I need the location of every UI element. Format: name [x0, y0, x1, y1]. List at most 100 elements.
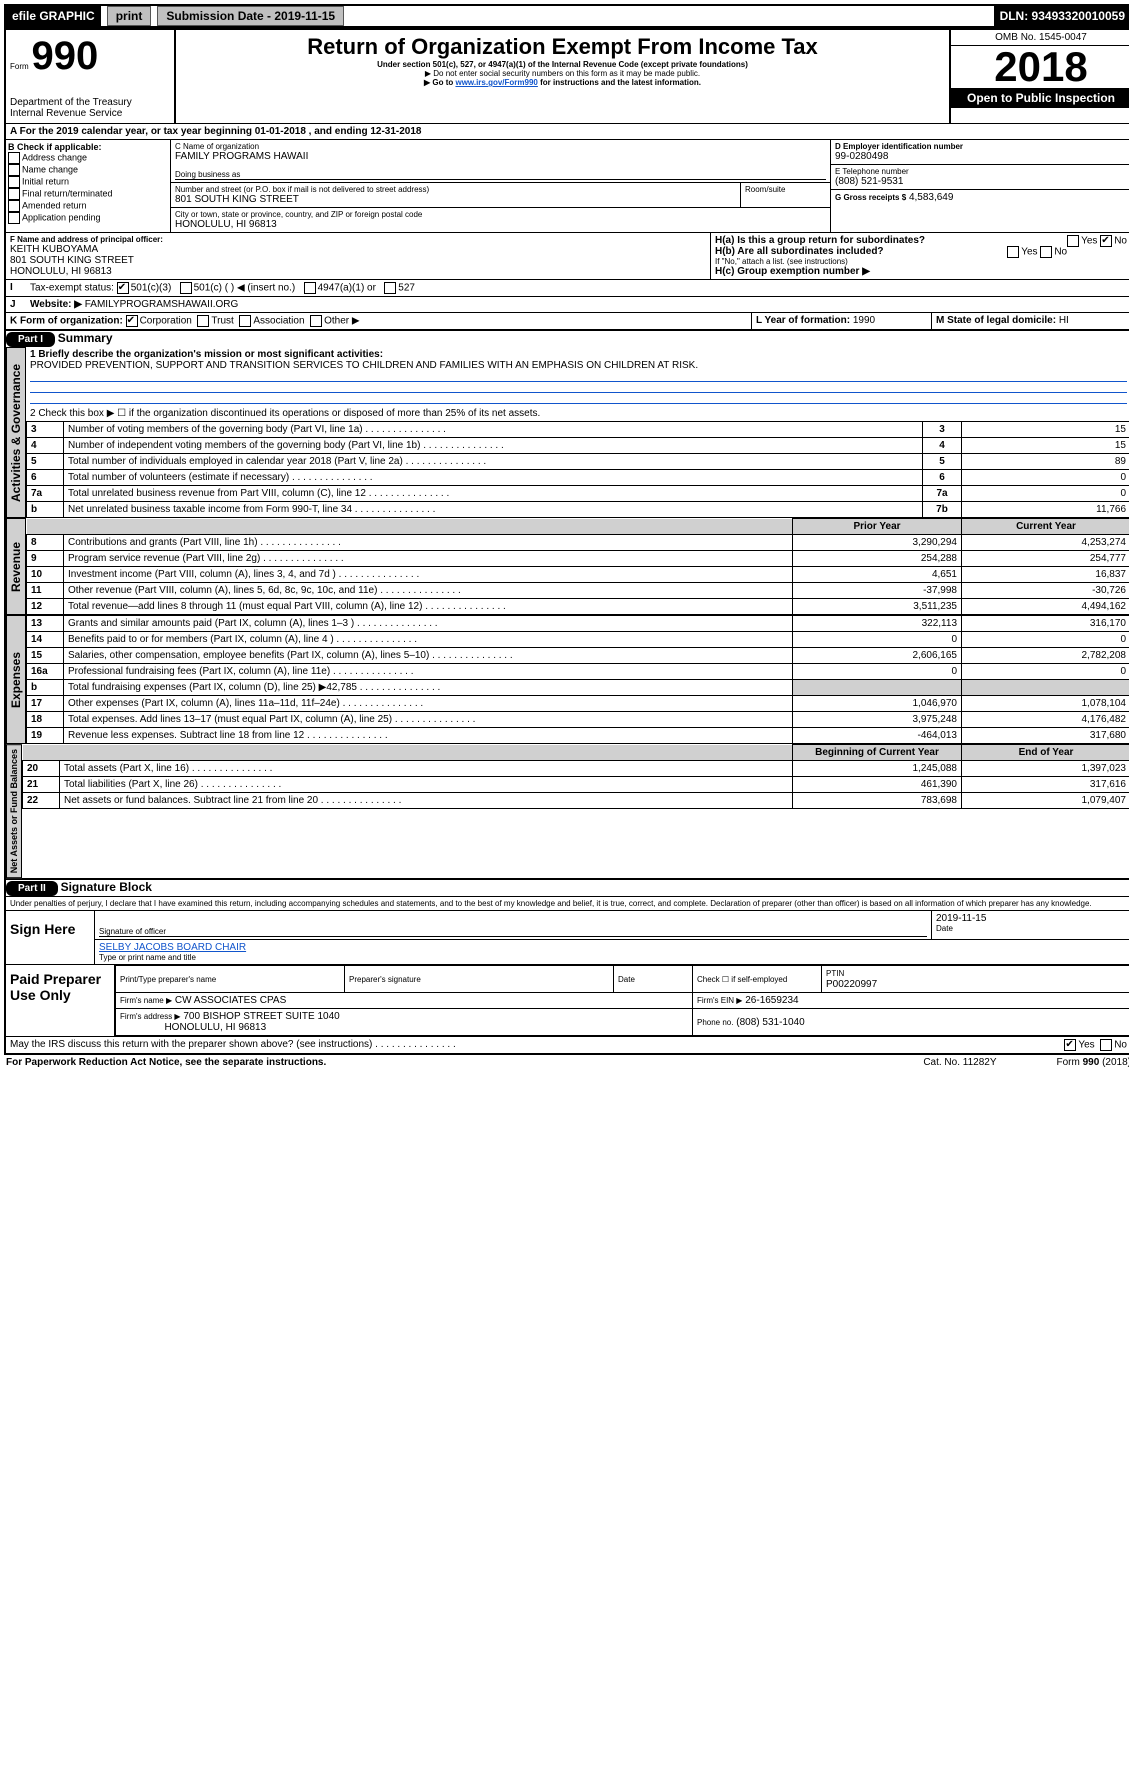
current-year-value: 0 — [962, 632, 1129, 648]
line-desc: Total assets (Part X, line 16) — [60, 761, 793, 777]
prior-year-value: 254,288 — [793, 551, 962, 567]
prior-year-value: 3,290,294 — [793, 535, 962, 551]
footer-mid: Cat. No. 11282Y — [923, 1057, 996, 1068]
current-year-value: 1,078,104 — [962, 696, 1129, 712]
line-no: 13 — [27, 616, 64, 632]
print-button[interactable]: print — [107, 6, 152, 26]
line-no: 5 — [27, 454, 64, 470]
line-value: 0 — [962, 470, 1129, 486]
line-no: 12 — [27, 599, 64, 615]
part-2-header: Part II Signature Block — [6, 878, 1129, 896]
current-year-value: 254,777 — [962, 551, 1129, 567]
line-no: 15 — [27, 648, 64, 664]
line-desc: Total number of volunteers (estimate if … — [64, 470, 923, 486]
line-desc: Total unrelated business revenue from Pa… — [64, 486, 923, 502]
q2-line: 2 Check this box ▶ ☐ if the organization… — [26, 406, 1129, 421]
tax-year-line: A For the 2019 calendar year, or tax yea… — [6, 124, 1129, 139]
section-f: F Name and address of principal officer:… — [6, 233, 711, 279]
line-desc: Total revenue—add lines 8 through 11 (mu… — [64, 599, 793, 615]
current-year-value: 1,397,023 — [962, 761, 1129, 777]
prior-year-value: -37,998 — [793, 583, 962, 599]
current-year-value: 4,494,162 — [962, 599, 1129, 615]
top-bar: efile GRAPHIC print Submission Date - 20… — [4, 4, 1129, 28]
current-year-value: 317,680 — [962, 728, 1129, 744]
tax-year: 2018 — [951, 46, 1129, 88]
prior-year-value: 0 — [793, 664, 962, 680]
discuss-line: May the IRS discuss this return with the… — [6, 1036, 1129, 1053]
sig-officer-label: Signature of officer — [99, 927, 927, 937]
b-item: Final return/terminated — [8, 188, 168, 200]
line-desc: Number of independent voting members of … — [64, 438, 923, 454]
b-item: Amended return — [8, 200, 168, 212]
c-name-label: C Name of organization — [175, 142, 826, 151]
prior-year-value: 3,511,235 — [793, 599, 962, 615]
b-item: Name change — [8, 164, 168, 176]
expense-table: 13 Grants and similar amounts paid (Part… — [26, 615, 1129, 744]
line-desc: Revenue less expenses. Subtract line 18 … — [64, 728, 793, 744]
form-prefix: Form — [10, 62, 29, 71]
website-value: FAMILYPROGRAMSHAWAII.ORG — [85, 299, 239, 310]
line-no: 17 — [27, 696, 64, 712]
current-year-value: -30,726 — [962, 583, 1129, 599]
prior-year-value: 1,046,970 — [793, 696, 962, 712]
line-no: 22 — [23, 793, 60, 809]
side-label-na: Net Assets or Fund Balances — [6, 744, 22, 878]
street-label: Number and street (or P.O. box if mail i… — [175, 185, 736, 194]
line-desc: Salaries, other compensation, employee b… — [64, 648, 793, 664]
line-no: 19 — [27, 728, 64, 744]
line-no: 7a — [27, 486, 64, 502]
section-m: M State of legal domicile: HI — [931, 313, 1129, 329]
line-no: 6 — [27, 470, 64, 486]
d-label: D Employer identification number — [835, 142, 1127, 151]
prior-year-value: 322,113 — [793, 616, 962, 632]
line-no: 3 — [27, 422, 64, 438]
line-no: 8 — [27, 535, 64, 551]
prior-year-value — [793, 680, 962, 696]
open-public-label: Open to Public Inspection — [951, 88, 1129, 108]
hc-line: H(c) Group exemption number ▶ — [715, 266, 1127, 277]
org-name: FAMILY PROGRAMS HAWAII — [175, 151, 826, 162]
line-key: 4 — [923, 438, 962, 454]
line-key: 7b — [923, 502, 962, 518]
side-label-rev: Revenue — [6, 518, 26, 615]
firm-phone: (808) 531-1040 — [736, 1017, 804, 1028]
line-key: 3 — [923, 422, 962, 438]
b-item: Address change — [8, 152, 168, 164]
side-label-ag: Activities & Governance — [6, 347, 26, 518]
current-year-value — [962, 680, 1129, 696]
form-title: Return of Organization Exempt From Incom… — [180, 34, 945, 60]
irs-link[interactable]: www.irs.gov/Form990 — [455, 78, 537, 87]
prior-year-hdr: Prior Year — [793, 519, 962, 535]
form-header: Form 990 Department of the Treasury Inte… — [6, 30, 1129, 123]
current-year-hdr: Current Year — [962, 519, 1129, 535]
line-desc: Net unrelated business taxable income fr… — [64, 502, 923, 518]
sign-here-label: Sign Here — [6, 911, 94, 964]
preparer-table: Print/Type preparer's name Preparer's si… — [115, 965, 1129, 1036]
line-desc: Investment income (Part VIII, column (A)… — [64, 567, 793, 583]
officer-type-label: Type or print name and title — [99, 953, 1127, 962]
line-value: 89 — [962, 454, 1129, 470]
line-desc: Total liabilities (Part X, line 26) — [60, 777, 793, 793]
sig-date-label: Date — [936, 924, 1127, 933]
section-k: K Form of organization: Corporation Trus… — [6, 313, 751, 329]
prior-year-value: -464,013 — [793, 728, 962, 744]
perjury-declaration: Under penalties of perjury, I declare th… — [6, 896, 1129, 910]
revenue-table: Prior Year Current Year 8 Contributions … — [26, 518, 1129, 615]
prior-year-value: 1,245,088 — [793, 761, 962, 777]
org-street: 801 SOUTH KING STREET — [175, 194, 736, 205]
firm-name: CW ASSOCIATES CPAS — [175, 995, 286, 1006]
officer-printed-name[interactable]: SELBY JACOBS BOARD CHAIR — [99, 942, 246, 953]
line-desc: Grants and similar amounts paid (Part IX… — [64, 616, 793, 632]
ha-line: H(a) Is this a group return for subordin… — [715, 235, 1127, 246]
form-note-ssn: ▶ Do not enter social security numbers o… — [180, 69, 945, 78]
dba-label: Doing business as — [175, 170, 826, 180]
line-value: 15 — [962, 438, 1129, 454]
line-no: 20 — [23, 761, 60, 777]
line-key: 7a — [923, 486, 962, 502]
f-label: F Name and address of principal officer: — [10, 235, 706, 244]
q1-label: 1 Briefly describe the organization's mi… — [30, 349, 383, 360]
line-no: 21 — [23, 777, 60, 793]
line-desc: Other expenses (Part IX, column (A), lin… — [64, 696, 793, 712]
line-no: b — [27, 680, 64, 696]
sig-date: 2019-11-15 — [936, 913, 1127, 924]
